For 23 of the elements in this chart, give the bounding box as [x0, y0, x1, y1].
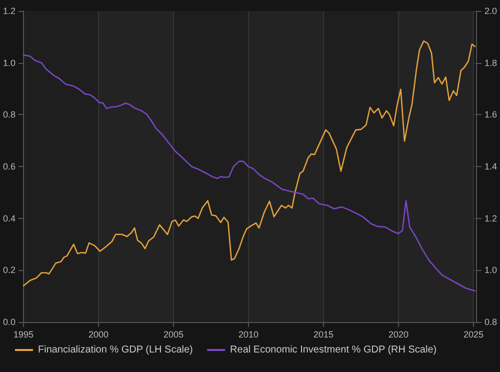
legend-label: Financialization % GDP (LH Scale) — [38, 344, 193, 356]
legend-label: Real Economic Investment % GDP (RH Scale) — [230, 344, 437, 356]
x-tick-label: 2000 — [88, 330, 109, 340]
y2-tick-label: 1.2 — [484, 213, 498, 224]
y-tick-label: 0.0 — [2, 317, 16, 327]
x-tick-label: 2010 — [238, 330, 259, 340]
y-tick-label: 0.2 — [2, 265, 16, 276]
y-tick-label: 1.0 — [2, 58, 16, 68]
y2-tick-label: 2.0 — [484, 6, 498, 16]
x-tick-label: 1995 — [13, 330, 34, 340]
y2-tick-label: 0.8 — [484, 317, 498, 327]
x-tick-label: 2005 — [163, 330, 184, 340]
y2-tick-label: 1.6 — [484, 110, 498, 120]
y-tick-label: 0.4 — [2, 213, 16, 224]
x-tick-label: 2025 — [463, 330, 484, 340]
y2-tick-label: 1.8 — [484, 58, 498, 68]
y-tick-label: 1.2 — [2, 6, 16, 16]
x-tick-label: 2020 — [388, 330, 409, 340]
y2-tick-label: 1.4 — [484, 162, 498, 172]
y2-tick-label: 1.0 — [484, 265, 498, 276]
y-tick-label: 0.8 — [2, 110, 16, 120]
x-tick-label: 2015 — [313, 330, 334, 340]
y-tick-label: 0.6 — [2, 162, 16, 172]
